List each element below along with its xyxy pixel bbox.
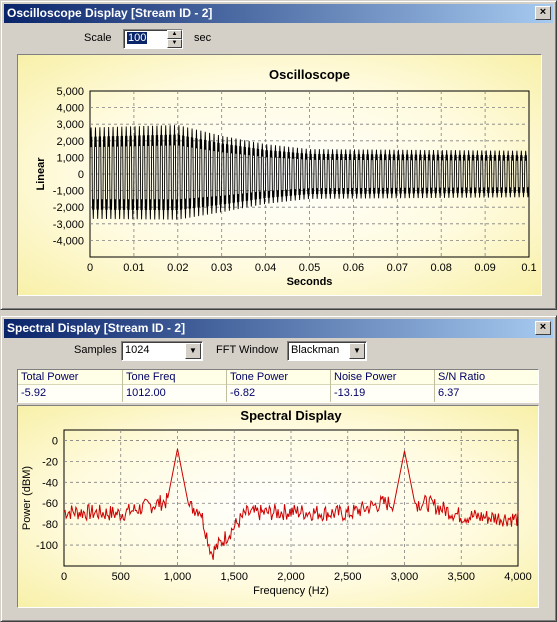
y-tick-label: -100	[36, 540, 58, 552]
oscilloscope-trace	[89, 125, 530, 220]
x-tick-label: 0.01	[123, 262, 144, 274]
stats-value: 6.37	[435, 385, 538, 401]
x-tick-label: 500	[112, 571, 130, 583]
y-tick-label: -40	[42, 477, 58, 489]
x-tick-label: 0.1	[521, 262, 536, 274]
y-tick-label: -60	[42, 498, 58, 510]
y-axis-label: Linear	[35, 157, 47, 191]
oscilloscope-chart: 0 0.01 0.02 0.03 0.04 0.05 0.06 0.07 0.08 0.09 0.1…	[17, 54, 542, 296]
x-tick-label: 0.06	[343, 262, 364, 274]
x-tick-label: 2,500	[334, 571, 362, 583]
x-tick-label: 0.07	[387, 262, 408, 274]
fft-window-select[interactable]: Blackman	[287, 341, 367, 361]
stats-header: S/N Ratio	[435, 370, 538, 385]
scale-spinner[interactable]: ▲ ▼	[167, 30, 182, 48]
x-tick-label: 3,500	[447, 571, 475, 583]
x-tick-label: 0	[61, 571, 67, 583]
x-tick-label: 1,500	[220, 571, 248, 583]
y-tick-label: -80	[42, 519, 58, 531]
y-tick-label: -4,000	[53, 235, 84, 247]
stats-col-tone-power: Tone Power -6.82	[227, 370, 331, 402]
chevron-down-icon[interactable]: ▼	[185, 343, 201, 359]
chart-title: Spectral Display	[240, 408, 342, 423]
stats-header: Tone Power	[227, 370, 330, 385]
spectral-chart: 0 500 1,000 1,500 2,000 2,500 3,000 3,500 4,000 0…	[17, 405, 539, 608]
spectral-titlebar[interactable]: Spectral Display [Stream ID - 2] ×	[4, 319, 553, 338]
x-tick-label: 0.09	[474, 262, 495, 274]
close-icon[interactable]: ×	[535, 321, 551, 335]
y-tick-label: -20	[42, 456, 58, 468]
stats-col-total-power: Total Power -5.92	[18, 370, 123, 402]
oscilloscope-titlebar[interactable]: Oscilloscope Display [Stream ID - 2] ×	[4, 4, 553, 23]
stats-header: Noise Power	[331, 370, 434, 385]
x-tick-label: 0.04	[255, 262, 276, 274]
stats-header: Total Power	[18, 370, 122, 385]
spectral-svg: 0 500 1,000 1,500 2,000 2,500 3,000 3,500 4,000 0…	[21, 408, 532, 597]
y-axis-label: Power (dBM)	[21, 466, 33, 530]
spectral-title: Spectral Display [Stream ID - 2]	[7, 321, 186, 335]
chevron-down-icon[interactable]: ▼	[349, 343, 365, 359]
stats-header: Tone Freq	[123, 370, 226, 385]
x-tick-label: 2,000	[277, 571, 305, 583]
y-tick-label: 0	[78, 169, 84, 181]
y-tick-label: 2,000	[56, 136, 84, 148]
x-tick-label: 1,000	[164, 571, 192, 583]
y-tick-label: -2,000	[53, 202, 84, 214]
x-tick-label: 0.08	[430, 262, 451, 274]
x-tick-label: 3,000	[391, 571, 419, 583]
stats-value: -13.19	[331, 385, 434, 401]
y-tick-label: -3,000	[53, 219, 84, 231]
oscilloscope-window: Oscilloscope Display [Stream ID - 2] × S…	[0, 0, 557, 310]
stats-value: -5.92	[18, 385, 122, 401]
close-icon[interactable]: ×	[535, 6, 551, 20]
x-axis-label: Frequency (Hz)	[253, 585, 329, 597]
samples-value: 1024	[125, 344, 150, 356]
stats-col-noise-power: Noise Power -13.19	[331, 370, 435, 402]
stats-col-sn-ratio: S/N Ratio 6.37	[435, 370, 538, 402]
stats-value: 1012.00	[123, 385, 226, 401]
scale-unit: sec	[194, 32, 212, 44]
x-tick-label: 0.03	[211, 262, 232, 274]
x-tick-label: 4,000	[504, 571, 532, 583]
samples-label: Samples	[74, 344, 117, 356]
scale-label: Scale	[84, 32, 112, 44]
oscilloscope-svg: 0 0.01 0.02 0.03 0.04 0.05 0.06 0.07 0.08 0.09 0.1…	[35, 67, 537, 288]
samples-select[interactable]: 1024	[121, 341, 203, 361]
y-tick-label: -1,000	[53, 186, 84, 198]
y-tick-label: 3,000	[56, 119, 84, 131]
oscilloscope-title: Oscilloscope Display [Stream ID - 2]	[7, 6, 213, 20]
x-tick-label: 0.05	[299, 262, 320, 274]
stats-col-tone-freq: Tone Freq 1012.00	[123, 370, 227, 402]
scale-value: 100	[127, 32, 148, 44]
y-tick-label: 4,000	[56, 103, 84, 115]
stats-value: -6.82	[227, 385, 330, 401]
spin-down-icon[interactable]: ▼	[167, 39, 182, 48]
x-tick-label: 0	[87, 262, 93, 274]
x-axis-label: Seconds	[287, 276, 333, 288]
spin-up-icon[interactable]: ▲	[167, 30, 182, 39]
y-tick-label: 0	[52, 435, 58, 447]
y-tick-label: 1,000	[56, 152, 84, 164]
x-tick-label: 0.02	[167, 262, 188, 274]
chart-title: Oscilloscope	[269, 67, 350, 82]
fft-window-label: FFT Window	[216, 344, 279, 356]
stats-table: Total Power -5.92 Tone Freq 1012.00 Tone…	[17, 369, 539, 403]
fft-window-value: Blackman	[291, 344, 340, 356]
y-tick-label: 5,000	[56, 86, 84, 98]
spectrum-trace	[63, 448, 519, 560]
